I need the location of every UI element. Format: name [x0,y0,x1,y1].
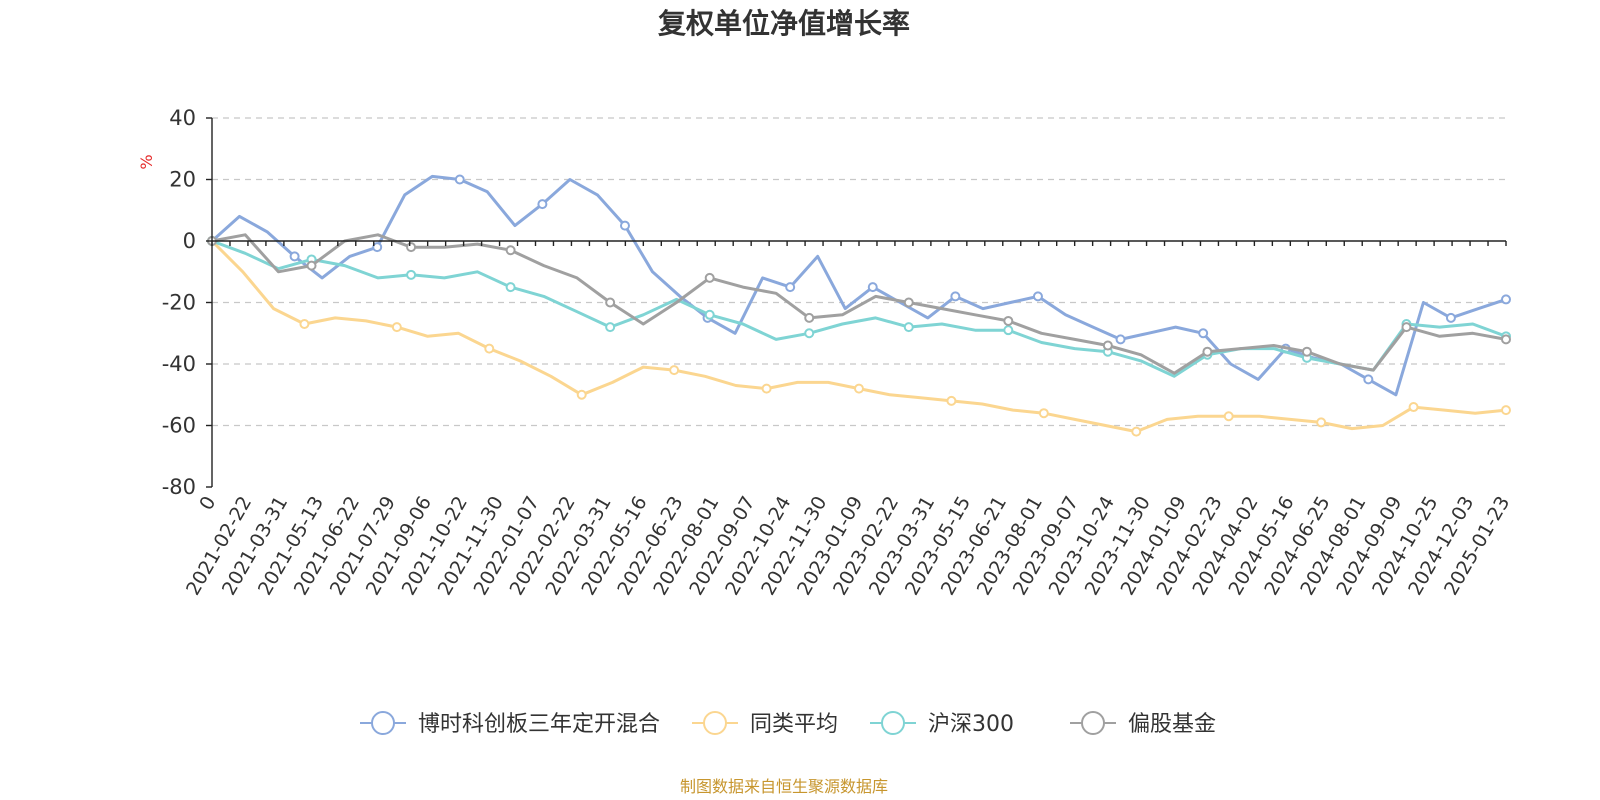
y-axis-unit: % [137,154,156,169]
series-point-3 [804,312,815,323]
legend-label: 同类平均 [750,712,838,737]
series-point-3 [1102,340,1113,351]
legend[interactable]: 博时科创板三年定开混合 同类平均 沪深300 偏股基金 [360,711,1216,737]
series-point-0 [454,174,465,185]
series-point-2 [406,269,417,280]
series-point-1 [1038,408,1049,419]
series-point-3 [1301,346,1312,357]
series-point-1 [576,389,587,400]
series-point-2 [605,322,616,333]
series-point-1 [1316,417,1327,428]
series-line-2 [210,239,1508,378]
series-point-1 [484,343,495,354]
series-point-0 [785,282,796,293]
series-point-0 [537,199,548,210]
series-point-1 [1501,405,1511,416]
series-line-0 [210,174,1508,397]
legend-item-2[interactable]: 沪深300 [870,711,1014,737]
series-point-0 [867,282,878,293]
series-point-1 [391,322,402,333]
series-point-3 [406,242,417,253]
series-point-1 [669,365,680,376]
y-tick-label: -60 [162,414,196,438]
series-point-0 [1198,328,1209,339]
series-point-2 [505,282,516,293]
series-point-3 [605,297,616,308]
series-point-0 [289,251,300,262]
series-point-3 [505,245,516,256]
series-point-0 [1363,374,1374,385]
series-point-3 [903,297,914,308]
legend-label: 偏股基金 [1128,712,1216,737]
series-point-3 [306,260,317,271]
legend-item-1[interactable]: 同类平均 [692,711,838,737]
y-tick-label: 0 [183,229,196,253]
chart-title: 复权单位净值增长率 [658,7,910,40]
series-point-3 [1501,334,1511,345]
series-point-3 [704,272,715,283]
legend-label: 沪深300 [928,712,1014,737]
series-point-0 [950,291,961,302]
series-line-3 [210,233,1508,375]
legend-swatch-marker [881,711,905,735]
series-point-0 [1501,294,1511,305]
legend-item-3[interactable]: 偏股基金 [1070,711,1216,737]
legend-swatch-marker [371,711,395,735]
series-point-3 [1003,315,1014,326]
series-point-1 [299,319,310,330]
y-tick-label: -80 [162,475,196,499]
series-point-1 [1131,426,1142,437]
series-point-0 [1445,312,1456,323]
series-point-1 [854,383,864,394]
y-tick-label: -40 [162,352,196,376]
series-point-2 [704,309,715,320]
legend-swatch-marker [703,711,727,735]
series-lines [207,174,1511,437]
series-point-2 [804,328,815,339]
series-point-1 [946,395,957,406]
series-point-1 [1408,402,1419,413]
y-tick-label: -20 [162,291,196,315]
series-point-0 [372,242,383,253]
series-point-1 [761,383,772,394]
series-point-0 [1032,291,1043,302]
series-line-1 [210,239,1508,434]
y-tick-label: 40 [169,106,196,130]
y-tick-label: 20 [169,168,196,192]
series-point-3 [1401,322,1412,333]
legend-swatch-marker [1081,711,1105,735]
legend-label: 博时科创板三年定开混合 [418,712,660,737]
series-point-0 [1115,334,1126,345]
series-point-1 [1223,411,1234,422]
series-point-0 [619,220,630,231]
legend-item-0[interactable]: 博时科创板三年定开混合 [360,711,660,737]
series-point-3 [1202,346,1213,357]
grid [212,117,1506,427]
data-source-note: 制图数据来自恒生聚源数据库 [680,777,888,796]
x-tick-label: 0 [195,493,220,514]
series-point-2 [903,322,914,333]
series-point-2 [1003,325,1014,336]
